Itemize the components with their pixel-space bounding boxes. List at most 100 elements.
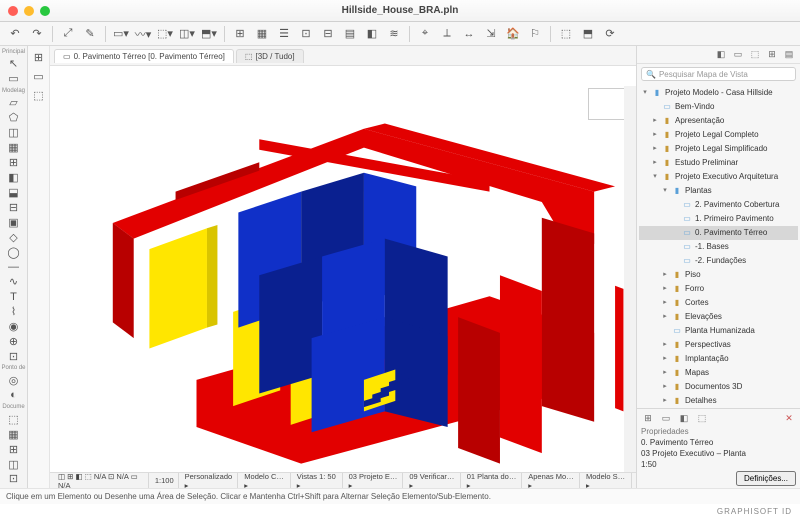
tree-node[interactable]: ▸▮Mapas [639,366,798,380]
disclosure-icon[interactable]: ▸ [661,381,669,393]
prop-action[interactable]: ▭ [659,411,673,425]
navigator-tab[interactable]: ◧ [714,48,728,62]
tree-node[interactable]: ▸▮Projeto Legal Simplificado [639,142,798,156]
tool-button[interactable]: ▱ [3,96,25,110]
tool-button[interactable]: ⬠ [3,111,25,125]
tree-node[interactable]: ▭2. Pavimento Cobertura [639,198,798,212]
navigator-tab[interactable]: ▭ [731,48,745,62]
toolbar-button[interactable]: ⇲ [482,25,500,43]
quickopt[interactable]: 03 Projeto E… ▸ [345,473,404,488]
tool-button[interactable]: — [3,260,25,274]
tree-node[interactable]: ▭Bem-Vindo [639,100,798,114]
tool-button[interactable]: ◉ [3,320,25,334]
toolbar-button[interactable]: ↶ [6,25,24,43]
tool-button[interactable]: ◫ [3,457,25,471]
quickopt[interactable]: ◫ ⊞ ◧ ⬚ N/A ⊡ N/A ▭ N/A [54,473,149,488]
tool-button[interactable]: ▣ [3,215,25,229]
tree-node[interactable]: ▭-2. Fundações [639,254,798,268]
view-tree[interactable]: ▾▮Projeto Modelo - Casa Hillside▭Bem-Vin… [637,84,800,408]
prop-action[interactable]: ✕ [782,411,796,425]
disclosure-icon[interactable]: ▸ [651,115,659,127]
tool-button[interactable]: ⊡ [3,472,25,486]
tool-button[interactable]: ⊞ [3,156,25,170]
quickopt[interactable]: Modelo S… ▸ [582,473,632,488]
tree-node[interactable]: ▸▮Cortes [639,296,798,310]
disclosure-icon[interactable]: ▸ [661,283,669,295]
tree-node[interactable]: ▸▮Apresentação [639,114,798,128]
window-maximize[interactable] [40,6,50,16]
tool-button[interactable]: ◫ [3,126,25,140]
tool-button[interactable]: ◎ [3,373,25,387]
tree-node[interactable]: ▸▮Piso [639,268,798,282]
tree-node[interactable]: ▸▮Forro [639,282,798,296]
tool-button[interactable]: ⊟ [3,200,25,214]
tool-button[interactable]: ◧ [3,170,25,184]
tool-button[interactable]: ▭ [3,72,25,86]
disclosure-icon[interactable]: ▾ [651,171,659,183]
quickopt[interactable]: Personalizado ▸ [181,473,239,488]
tool-button[interactable]: ∿ [3,275,25,289]
navigator-tab[interactable]: ⊞ [765,48,779,62]
tree-node[interactable]: ▸▮Implantação [639,352,798,366]
toolbar-button[interactable]: ⬚▾ [156,25,174,43]
disclosure-icon[interactable]: ▸ [661,353,669,365]
quickopt[interactable]: 1:100 [151,473,179,488]
toolbar-button[interactable]: 🏠 [504,25,522,43]
toolbar-button[interactable]: 〰▾ [134,25,152,43]
disclosure-icon[interactable]: ▸ [651,129,659,141]
disclosure-icon[interactable]: ▸ [661,297,669,309]
toolbar-button[interactable]: ▭▾ [112,25,130,43]
tool-button[interactable]: ◐ [3,388,25,402]
toolbar-button[interactable]: ⤢ [59,25,77,43]
tool-button[interactable]: ⊕ [3,335,25,349]
tree-node[interactable]: ▭1. Primeiro Pavimento [639,212,798,226]
tree-node[interactable]: ▾▮Projeto Modelo - Casa Hillside [639,86,798,100]
tree-node[interactable]: ▸▮Estudo Preliminar [639,156,798,170]
toolbar-button[interactable]: ⬒ [579,25,597,43]
tool-button[interactable]: ⬚ [3,412,25,426]
tree-node[interactable]: ▭Planta Humanizada [639,324,798,338]
tool-button[interactable]: ⊞ [3,442,25,456]
toolbar-button[interactable]: ⟳ [601,25,619,43]
prop-action[interactable]: ⬚ [695,411,709,425]
search-input[interactable]: 🔍 Pesquisar Mapa de Vista [641,67,796,81]
toolbar-button[interactable]: ⚐ [526,25,544,43]
disclosure-icon[interactable]: ▸ [651,143,659,155]
tree-node[interactable]: ▸▮Detalhes [639,394,798,408]
toolbar-button[interactable]: ⟂ [438,25,456,43]
toolbar-button[interactable]: ↔ [460,25,478,43]
mode-button[interactable]: ⬚ [28,86,50,104]
toolbar-button[interactable]: ⊟ [319,25,337,43]
toolbar-button[interactable]: ▦ [253,25,271,43]
toolbar-button[interactable]: ☰ [275,25,293,43]
tree-node[interactable]: ▸▮Projeto Legal Completo [639,128,798,142]
toolbar-button[interactable]: ⊞ [231,25,249,43]
toolbar-button[interactable]: ⌖ [416,25,434,43]
toolbar-button[interactable]: ⬚ [557,25,575,43]
toolbar-button[interactable]: ✎ [81,25,99,43]
tool-button[interactable]: ⌇ [3,305,25,319]
tree-node[interactable]: ▾▮Plantas [639,184,798,198]
mode-button[interactable]: ⊞ [28,48,50,66]
window-minimize[interactable] [24,6,34,16]
disclosure-icon[interactable]: ▸ [661,269,669,281]
quickopt[interactable]: 01 Planta do… ▸ [463,473,523,488]
settings-button[interactable]: Definições... [736,471,796,486]
disclosure-icon[interactable]: ▾ [661,185,669,197]
disclosure-icon[interactable]: ▸ [661,339,669,351]
tree-node[interactable]: ▭-1. Bases [639,240,798,254]
disclosure-icon[interactable]: ▸ [661,367,669,379]
toolbar-button[interactable]: ⬒▾ [200,25,218,43]
toolbar-button[interactable]: ◫▾ [178,25,196,43]
prop-action[interactable]: ⊞ [641,411,655,425]
view-tab[interactable]: ▭0. Pavimento Térreo [0. Pavimento Térre… [54,49,234,63]
disclosure-icon[interactable]: ▸ [661,395,669,407]
window-close[interactable] [8,6,18,16]
tool-button[interactable]: T [3,290,25,304]
tree-node[interactable]: ▸▮Perspectivas [639,338,798,352]
tool-button[interactable]: ◯ [3,245,25,259]
toolbar-button[interactable]: ≋ [385,25,403,43]
tree-node[interactable]: ▸▮Documentos 3D [639,380,798,394]
toolbar-button[interactable]: ⊡ [297,25,315,43]
toolbar-button[interactable]: ◧ [363,25,381,43]
